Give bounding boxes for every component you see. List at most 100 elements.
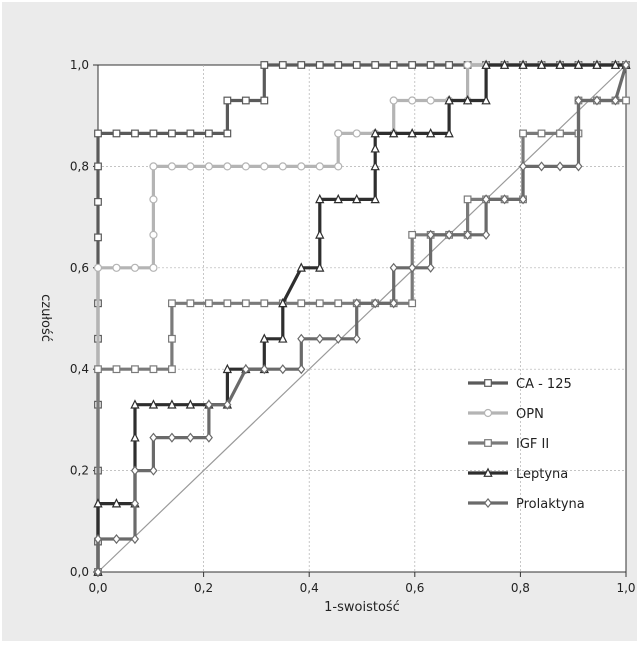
legend-marker-opn <box>483 408 493 418</box>
data-point-leptyna <box>425 128 436 138</box>
data-point-igf-ii <box>168 334 176 343</box>
legend-label-ca-125: CA - 125 <box>516 377 572 392</box>
x-tick-label: 0,8 <box>511 581 530 595</box>
data-point-igf-ii <box>315 299 324 308</box>
data-point-ca-125 <box>94 233 102 242</box>
data-point-prolaktyna <box>408 262 417 273</box>
series-prolaktyna <box>93 59 631 578</box>
y-tick-label: 0,2 <box>70 464 89 478</box>
data-point-ca-125 <box>223 96 232 105</box>
data-point-opn <box>389 96 398 105</box>
data-point-ca-125 <box>94 197 102 206</box>
data-point-ca-125 <box>241 96 250 105</box>
data-point-leptyna <box>296 262 306 272</box>
data-point-ca-125 <box>445 61 454 69</box>
data-point-opn <box>260 162 269 171</box>
data-point-prolaktyna <box>389 262 398 273</box>
data-point-prolaktyna <box>371 298 380 309</box>
data-point-opn <box>241 162 250 171</box>
data-point-leptyna <box>93 498 103 508</box>
data-point-prolaktyna <box>621 59 631 71</box>
data-point-prolaktyna <box>537 161 546 172</box>
data-point-prolaktyna <box>500 194 509 205</box>
data-point-igf-ii <box>241 299 250 308</box>
data-point-ca-125 <box>408 61 417 69</box>
data-point-ca-125 <box>371 61 380 69</box>
y-axis-label: czułość <box>38 294 53 342</box>
legend-label-prolaktyna: Prolaktyna <box>516 497 585 512</box>
data-point-leptyna <box>499 59 510 69</box>
data-point-opn <box>93 263 103 272</box>
data-point-leptyna <box>111 498 122 508</box>
legend-marker-prolaktyna <box>483 497 493 509</box>
data-point-leptyna <box>315 229 325 239</box>
data-point-opn <box>204 162 213 171</box>
data-point-igf-ii <box>168 299 176 308</box>
data-point-leptyna <box>333 193 343 204</box>
data-point-leptyna <box>370 193 380 204</box>
data-point-leptyna <box>389 128 399 138</box>
legend-marker-leptyna <box>483 467 493 477</box>
data-point-ca-125 <box>94 129 102 138</box>
data-point-opn <box>352 129 361 138</box>
data-point-prolaktyna <box>93 533 103 545</box>
data-point-prolaktyna <box>518 161 528 172</box>
data-point-leptyna <box>481 59 491 69</box>
data-point-leptyna <box>610 59 621 69</box>
data-point-igf-ii <box>131 365 139 374</box>
data-point-leptyna <box>573 59 584 69</box>
data-point-igf-ii <box>556 129 564 138</box>
data-point-opn <box>223 162 232 171</box>
data-point-ca-125 <box>186 129 195 138</box>
reference-diagonal <box>97 64 627 573</box>
data-point-leptyna <box>278 333 288 343</box>
data-point-leptyna <box>462 95 473 105</box>
data-point-prolaktyna <box>260 364 269 375</box>
data-point-prolaktyna <box>167 432 176 443</box>
data-point-prolaktyna <box>555 161 565 172</box>
x-tick-label: 0,2 <box>194 581 213 595</box>
data-point-prolaktyna <box>611 95 620 106</box>
data-point-prolaktyna <box>130 533 140 545</box>
data-point-opn <box>334 129 343 138</box>
y-tick-label: 0,4 <box>70 362 89 376</box>
data-point-prolaktyna <box>482 229 491 240</box>
data-point-igf-ii <box>223 299 232 308</box>
data-point-prolaktyna <box>278 364 287 375</box>
data-point-igf-ii <box>94 365 102 374</box>
legend-label-opn: OPN <box>516 407 544 422</box>
data-point-opn <box>149 230 158 239</box>
data-point-igf-ii <box>112 365 121 374</box>
data-point-prolaktyna <box>186 432 195 443</box>
data-point-leptyna <box>536 59 547 69</box>
data-point-leptyna <box>185 399 196 409</box>
data-point-prolaktyna <box>352 298 361 309</box>
data-point-prolaktyna <box>426 229 435 240</box>
data-point-leptyna <box>148 399 159 409</box>
x-tick-label: 0,0 <box>88 581 107 595</box>
data-point-opn <box>426 96 435 105</box>
data-point-leptyna <box>370 143 380 153</box>
data-point-igf-ii <box>463 195 472 204</box>
x-tick-label: 0,6 <box>405 581 424 595</box>
data-point-ca-125 <box>204 129 213 138</box>
data-point-igf-ii <box>537 129 546 138</box>
data-point-leptyna <box>315 262 325 272</box>
data-point-ca-125 <box>297 61 306 69</box>
data-point-leptyna <box>259 333 269 343</box>
data-point-leptyna <box>315 193 325 204</box>
y-tick-label: 1,0 <box>70 58 89 72</box>
data-point-prolaktyna <box>297 333 306 344</box>
data-point-prolaktyna <box>112 533 121 545</box>
legend: CA - 125 OPN IGF II Leptyna Prolaktyna <box>468 377 585 512</box>
data-point-prolaktyna <box>389 298 398 309</box>
data-point-leptyna <box>407 128 417 138</box>
data-point-igf-ii <box>297 299 306 308</box>
data-point-ca-125 <box>131 129 139 138</box>
data-point-leptyna <box>278 297 288 308</box>
data-point-leptyna <box>370 128 380 138</box>
data-point-prolaktyna <box>130 465 140 476</box>
data-point-prolaktyna <box>352 333 361 344</box>
data-point-igf-ii <box>408 230 417 239</box>
